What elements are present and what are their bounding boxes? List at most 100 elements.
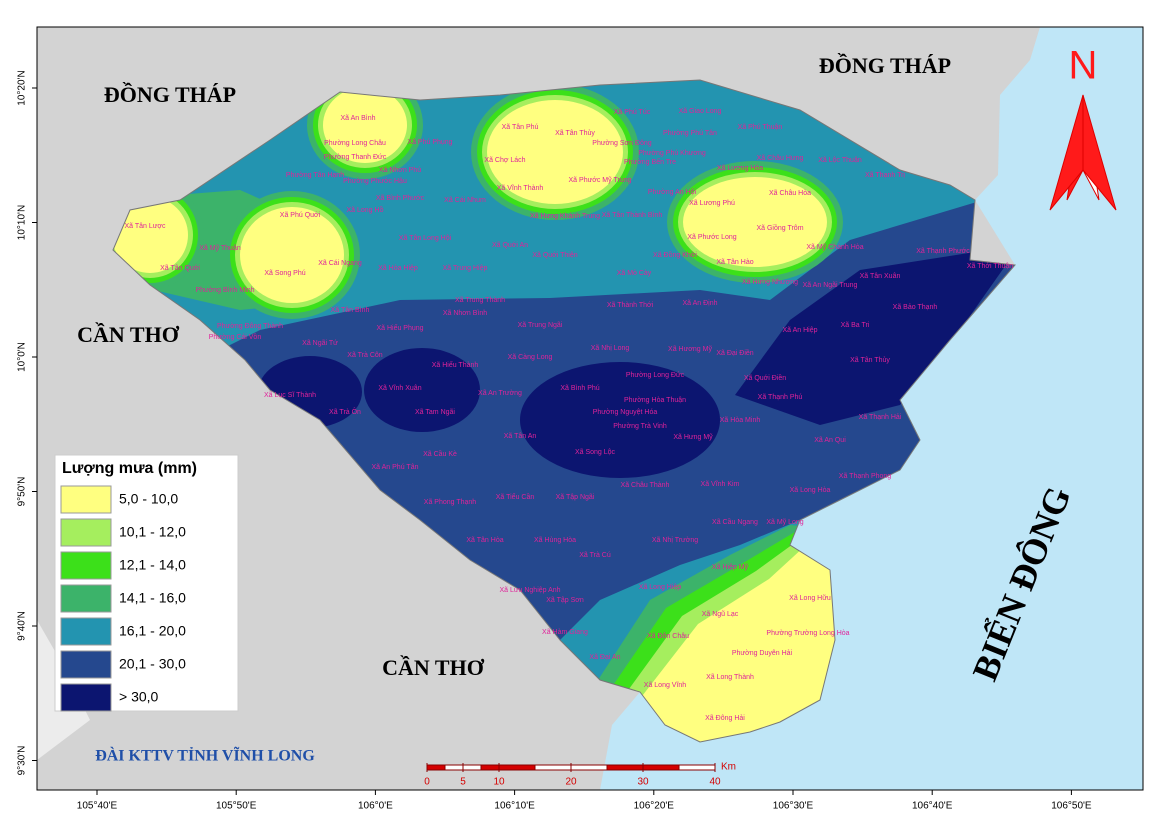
commune-label: Xã Lục Sĩ Thành (264, 392, 316, 399)
legend-label: 10,1 - 12,0 (119, 524, 186, 540)
commune-label: Xã Hương Mỹ (668, 346, 712, 353)
commune-label: Xã Mỹ Long (766, 519, 803, 526)
commune-label: Xã Long Hữu (789, 595, 831, 602)
region-label: CẦN THƠ (77, 322, 180, 347)
legend-label: 20,1 - 30,0 (119, 656, 186, 672)
lon-label: 106°10'E (494, 801, 535, 812)
scale-segment (426, 764, 446, 771)
commune-label: Xã Bình Phước (376, 195, 425, 202)
commune-label: Xã Long Vĩnh (644, 682, 687, 689)
commune-label: Xã Long Thành (706, 674, 754, 681)
lat-label: 10°10'N (17, 205, 28, 240)
commune-label: Xã Hưng Khánh Trung (530, 213, 600, 220)
commune-label: Xã Song Phú (264, 270, 305, 277)
commune-label: Xã Giồng Trôm (756, 223, 803, 232)
commune-label: Xã Tân An (504, 433, 537, 440)
scale-segment (606, 764, 644, 771)
region-label: ĐỒNG THÁP (104, 82, 236, 107)
commune-label: Xã An Trường (478, 390, 522, 397)
commune-label: Xã Chợ Lách (484, 157, 525, 164)
commune-label: Xã Tập Ngãi (556, 494, 595, 501)
commune-label: Xã Tân Hào (716, 259, 753, 266)
north-arrow (1049, 94, 1117, 211)
scale-segment (570, 764, 608, 771)
legend-label: 5,0 - 10,0 (119, 491, 178, 507)
commune-label: Xã Bảo Thạnh (893, 304, 938, 311)
commune-label: Xã Tập Sơn (546, 597, 584, 604)
lon-label: 105°50'E (216, 801, 257, 812)
commune-label: Xã Phú Phụng (407, 139, 452, 146)
north-label: N (1069, 44, 1098, 88)
commune-label: Phường Hòa Thuận (624, 397, 686, 404)
commune-label: Xã Hưng Mỹ (673, 434, 713, 441)
commune-label: Xã Lương Hòa (717, 165, 763, 172)
legend-label: 12,1 - 14,0 (119, 557, 186, 573)
commune-label: Xã Vĩnh Xuân (378, 385, 421, 392)
scale-label: 40 (709, 777, 721, 788)
commune-label: Xã Phước Mỹ Trung (569, 177, 632, 184)
zone (240, 207, 344, 303)
commune-label: Xã Mỹ Chánh Hòa (806, 244, 863, 251)
legend-label: 14,1 - 16,0 (119, 590, 186, 606)
commune-label: Xã Đôn Châu (647, 633, 689, 640)
commune-label: Xã Châu Thành (621, 482, 670, 489)
commune-label: Xã Lương Phú (689, 200, 735, 207)
credit: ĐÀI KTTV TỈNH VĨNH LONG (95, 746, 315, 765)
commune-label: Xã Long Hòa (790, 487, 831, 494)
lon-label: 106°0'E (358, 801, 393, 812)
commune-label: Phường Phước Hậu (343, 178, 407, 185)
map-frame (36, 26, 1144, 791)
scale-segment (498, 764, 536, 771)
commune-label: Phường Long Đức (626, 372, 685, 379)
commune-label: Xã An Qui (814, 437, 846, 444)
legend-label: > 30,0 (119, 689, 159, 705)
commune-label: Xã Cầu Kè (423, 449, 457, 458)
commune-label: Xã Vĩnh Thành (497, 185, 544, 192)
legend-swatch (60, 584, 112, 613)
commune-label: Xã An Hiệp (782, 327, 817, 334)
commune-label: Xã Thạnh Trị (865, 172, 905, 179)
commune-label: Xã Lộc Thuận (818, 157, 862, 164)
scale-segment (462, 764, 482, 771)
commune-label: Xã Long Hiệp (639, 584, 682, 591)
region-label: ĐỒNG THÁP (819, 53, 951, 78)
commune-label: Xã An Định (682, 300, 717, 307)
commune-label: Xã Châu Hòa (769, 190, 811, 197)
lon-label: 106°50'E (1051, 801, 1092, 812)
commune-label: Xã Tân Lược (124, 223, 166, 230)
commune-label: Phường Bến Tre (624, 157, 676, 166)
scale-label: 0 (424, 777, 430, 788)
lon-label: 106°20'E (634, 801, 675, 812)
commune-labels: Xã An Bình Xã Phú Phụng Xã Tân Phú Xã Tân T… (124, 108, 1013, 722)
commune-label: Xã Tân Phú (502, 124, 539, 131)
commune-label: Phường Sơn Đông (592, 140, 652, 147)
commune-label: Xã Hùng Hòa (534, 537, 576, 544)
commune-label: Xã Trà Cú (579, 552, 611, 559)
lon-label: 106°40'E (912, 801, 953, 812)
commune-label: Xã Tân Thành Bình (602, 212, 663, 219)
commune-label: Xã Vĩnh Kim (701, 481, 740, 488)
commune-label: Xã Phú Túc (614, 109, 651, 116)
legend-label: 16,1 - 20,0 (119, 623, 186, 639)
commune-label: Phường Phú Khương (638, 150, 706, 157)
commune-label: Xã Phú Thuận (738, 124, 783, 131)
legend-swatch (60, 617, 112, 646)
commune-label: Xã Trung Ngãi (518, 322, 563, 329)
commune-label: Phường Long Châu (324, 140, 386, 147)
commune-label: Xã Tân Xuân (860, 273, 901, 280)
zone (487, 100, 623, 204)
commune-label: Xã Ngãi Tứ (302, 340, 338, 347)
scale-segment (678, 764, 716, 771)
map-body: Xã An Bình Xã Phú Phụng Xã Tân Phú Xã Tân T… (37, 27, 1143, 790)
commune-label: Xã Đồng Khởi (653, 250, 697, 259)
commune-label: Xã Hòa Minh (720, 417, 761, 424)
commune-label: Xã Thạnh Phước (916, 248, 970, 255)
lon-label: 106°30'E (773, 801, 814, 812)
commune-label: Xã Nhơn Bình (443, 310, 487, 317)
commune-label: Xã Tân Bình (331, 307, 370, 314)
scale-label: 10 (493, 777, 505, 788)
zone (323, 87, 407, 163)
commune-label: Phường Bình Minh (195, 287, 254, 294)
commune-label: Phường Trường Long Hòa (766, 630, 849, 637)
commune-label: Phường Trà Vinh (613, 423, 667, 430)
